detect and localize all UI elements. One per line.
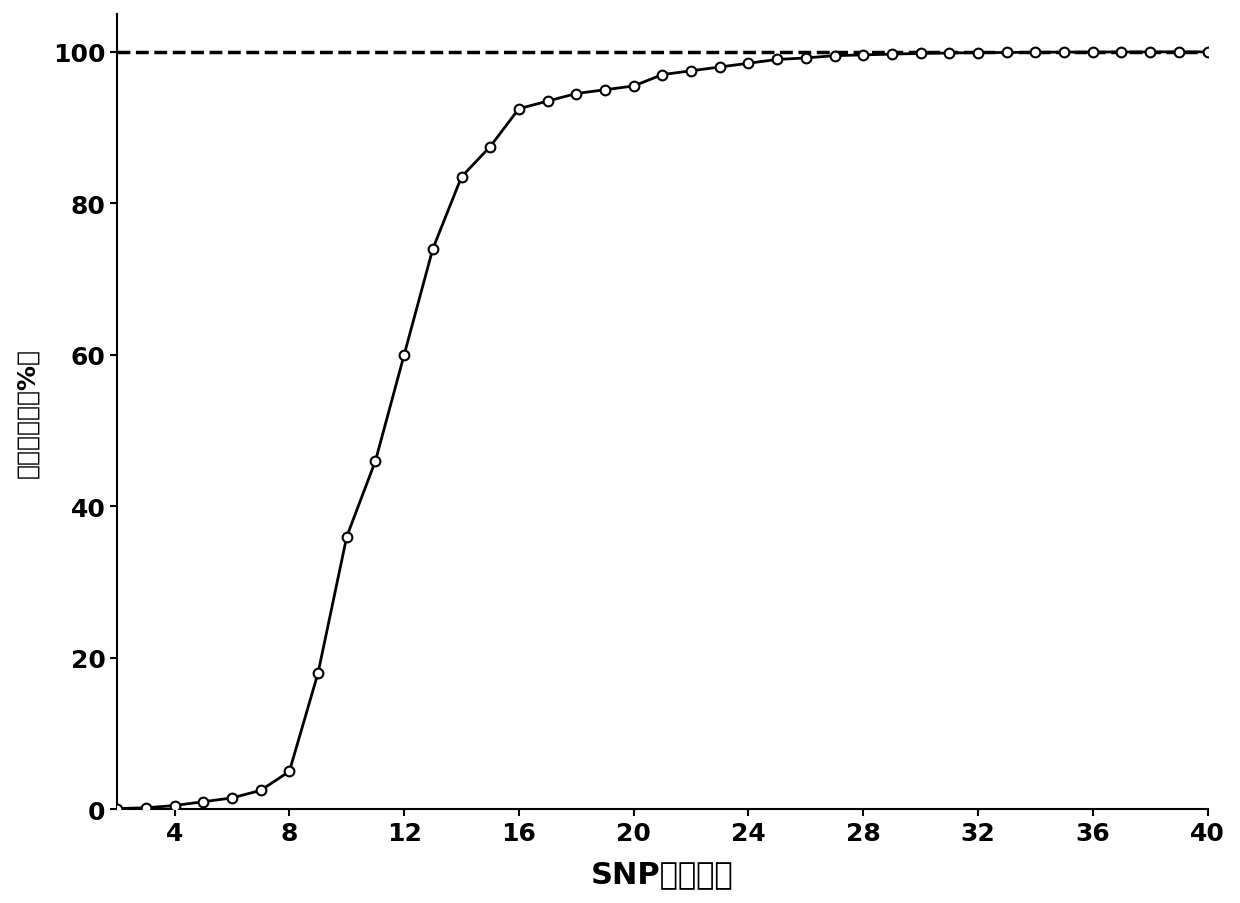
X-axis label: SNP标记个数: SNP标记个数 [591, 859, 734, 888]
Y-axis label: 品种区分率（%）: 品种区分率（%） [15, 348, 38, 477]
